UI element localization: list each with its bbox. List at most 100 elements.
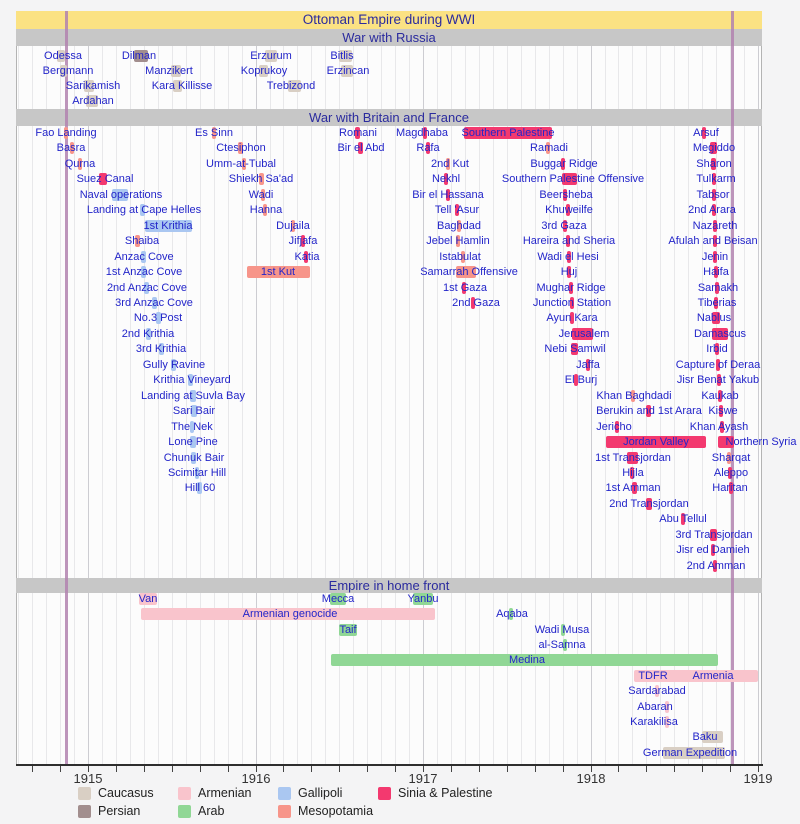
event-label[interactable]: Huj [560, 266, 578, 278]
event-label[interactable]: 2nd Kut [431, 158, 469, 170]
event-label[interactable]: Wadi [248, 189, 274, 201]
event-label[interactable]: 3rd Transjordan [675, 529, 753, 541]
event-label[interactable]: Yanbu [407, 593, 439, 605]
event-label[interactable]: Sharqat [711, 452, 751, 464]
event-label[interactable]: Capture of Deraa [675, 359, 761, 371]
event-label[interactable]: Shaiba [124, 235, 160, 247]
event-label[interactable]: Mughar Ridge [536, 282, 606, 294]
event-label[interactable]: Manzikert [145, 65, 193, 77]
event-label[interactable]: Kara Killisse [151, 80, 213, 92]
event-label[interactable]: Landing at Suvla Bay [141, 390, 245, 402]
event-label[interactable]: Mecca [321, 593, 355, 605]
event-label[interactable]: Bitlis [330, 50, 354, 62]
event-label[interactable]: 1st Gaza [442, 282, 488, 294]
event-label[interactable]: Scimitar Hill [167, 467, 227, 479]
event-label[interactable]: Sardarabad [628, 685, 686, 697]
event-label[interactable]: Fao Landing [35, 127, 97, 139]
event-label[interactable]: Suez Canal [76, 173, 134, 185]
event-label[interactable]: Istabulat [439, 251, 481, 263]
event-label[interactable]: Nekhl [431, 173, 461, 185]
event-label[interactable]: El Burj [564, 374, 598, 386]
event-label[interactable]: Bergmann [42, 65, 94, 77]
event-label[interactable]: Dilman [121, 50, 157, 62]
event-label[interactable]: Aqaba [496, 608, 528, 620]
event-label[interactable]: Jerusalem [558, 328, 610, 340]
event-label[interactable]: Jisr Benat Yakub [676, 374, 760, 386]
event-label[interactable]: Chunuk Bair [163, 452, 225, 464]
event-label[interactable]: Jebel Hamlin [426, 235, 490, 247]
event-label[interactable]: The Nek [171, 421, 213, 433]
event-label[interactable]: Berukin and 1st Arara [596, 405, 702, 417]
event-label[interactable]: German Expedition [642, 747, 738, 759]
event-label[interactable]: Jenin [701, 251, 729, 263]
event-label[interactable]: Megiddo [692, 142, 736, 154]
event-label[interactable]: Dujaila [276, 220, 310, 232]
event-label[interactable]: Tell 'Asur [434, 204, 480, 216]
event-label[interactable]: Nazareth [692, 220, 738, 232]
event-label[interactable]: Wadi el Hesi [537, 251, 599, 263]
event-label[interactable]: 1st Transjordan [595, 452, 671, 464]
event-label[interactable]: Tabsor [696, 189, 730, 201]
event-label[interactable]: Hijla [622, 467, 644, 479]
event-label[interactable]: Abaran [637, 701, 673, 713]
event-label[interactable]: Koprukoy [240, 65, 288, 77]
event-label[interactable]: Krithia Vineyard [153, 374, 231, 386]
event-label[interactable]: Ramadi [530, 142, 568, 154]
event-label[interactable]: Ayun Kara [546, 312, 598, 324]
event-label[interactable]: Qurna [64, 158, 96, 170]
event-label[interactable]: Umm-at-Tubal [206, 158, 276, 170]
event-label[interactable]: Medina [508, 654, 546, 666]
event-label[interactable]: Erzincan [326, 65, 370, 77]
event-label[interactable]: Romani [339, 127, 377, 139]
event-label[interactable]: Hareira and Sheria [522, 235, 616, 247]
event-label[interactable]: Armenia [692, 670, 734, 682]
event-label[interactable]: Jericho [596, 421, 632, 433]
event-label[interactable]: 2nd Anzac Cove [106, 282, 188, 294]
event-label[interactable]: Nebi Samwil [544, 343, 606, 355]
event-label[interactable]: 3rd Krithia [135, 343, 187, 355]
event-label[interactable]: Baghdad [436, 220, 482, 232]
event-label[interactable]: Karakilisa [630, 716, 678, 728]
event-label[interactable]: Magdhaba [396, 127, 448, 139]
event-label[interactable]: Jordan Valley [623, 436, 689, 448]
event-label[interactable]: TDFR [638, 670, 668, 682]
event-label[interactable]: al-Samna [538, 639, 586, 651]
event-label[interactable]: Kiswe [708, 405, 738, 417]
event-label[interactable]: Afulah and Beisan [668, 235, 758, 247]
event-label[interactable]: Arsuf [693, 127, 719, 139]
event-label[interactable]: Ctesiphon [216, 142, 266, 154]
event-label[interactable]: Shiekh Sa'ad [228, 173, 294, 185]
event-label[interactable]: Lone Pine [168, 436, 218, 448]
event-label[interactable]: Rafa [416, 142, 440, 154]
event-label[interactable]: 2nd Transjordan [609, 498, 689, 510]
event-label[interactable]: Beersheba [539, 189, 593, 201]
event-label[interactable]: Sari Bair [172, 405, 216, 417]
event-label[interactable]: Kaukab [701, 390, 739, 402]
event-label[interactable]: Ardahan [72, 95, 114, 107]
event-label[interactable]: Haritan [712, 482, 748, 494]
event-label[interactable]: Wadi Musa [534, 624, 590, 636]
event-label[interactable]: Sharon [696, 158, 732, 170]
event-label[interactable]: Katia [294, 251, 320, 263]
event-label[interactable]: Southern Palestine [461, 127, 555, 139]
event-label[interactable]: Hanna [249, 204, 283, 216]
event-label[interactable]: Taif [339, 624, 357, 636]
event-label[interactable]: Samakh [697, 282, 739, 294]
event-label[interactable]: Erzurum [250, 50, 292, 62]
event-label[interactable]: Tiberias [697, 297, 737, 309]
event-label[interactable]: 2nd Arara [688, 204, 736, 216]
event-label[interactable]: Es Sinn [195, 127, 233, 139]
event-label[interactable]: Buggar Ridge [530, 158, 598, 170]
event-label[interactable]: 2nd Amman [686, 560, 746, 572]
event-label[interactable]: Trebizond [266, 80, 316, 92]
event-label[interactable]: Damascus [694, 328, 746, 340]
event-label[interactable]: 3rd Gaza [541, 220, 587, 232]
event-label[interactable]: Van [138, 593, 158, 605]
event-label[interactable]: 1st Amman [605, 482, 661, 494]
event-label[interactable]: Bir el Abd [337, 142, 385, 154]
event-label[interactable]: Bir el Hassana [412, 189, 484, 201]
event-label[interactable]: 2nd Krithia [121, 328, 175, 340]
event-label[interactable]: Abu Tellul [659, 513, 707, 525]
event-label[interactable]: Khuweilfe [545, 204, 593, 216]
event-label[interactable]: Hill 60 [184, 482, 216, 494]
